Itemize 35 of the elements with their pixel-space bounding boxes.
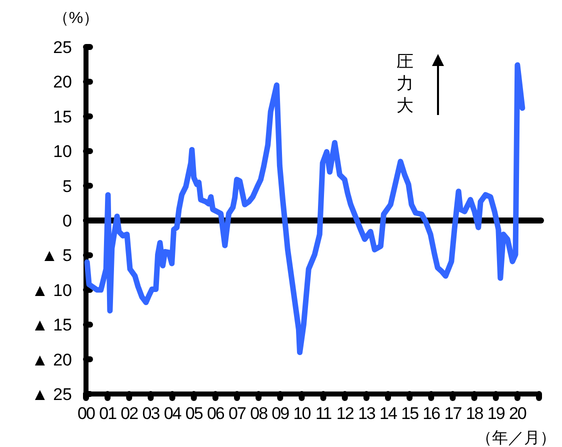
x-axis-title: （年／月） bbox=[476, 430, 556, 447]
y-tick-label: ▲ 20 bbox=[32, 350, 72, 370]
y-tick-label: ▲ 25 bbox=[32, 385, 72, 404]
x-tick-label: 06 bbox=[206, 404, 224, 423]
x-tick-label: 09 bbox=[272, 404, 290, 423]
y-tick-label: 0 bbox=[62, 212, 72, 230]
x-tick-label: 13 bbox=[358, 404, 376, 423]
x-tick-label: 08 bbox=[250, 404, 268, 423]
y-tick-label: ▲ 15 bbox=[32, 316, 72, 335]
x-tick-label: 10 bbox=[293, 404, 311, 423]
y-axis-title: （%） bbox=[52, 10, 100, 27]
y-tick-label: 10 bbox=[53, 142, 72, 162]
y-tick-label: 5 bbox=[62, 176, 72, 196]
x-tick-label: 02 bbox=[120, 404, 138, 423]
x-tick-label: 04 bbox=[164, 404, 182, 423]
annotation: 圧力大 bbox=[396, 52, 414, 115]
x-tick-label: 07 bbox=[228, 404, 246, 423]
x-tick-label: 03 bbox=[142, 404, 160, 423]
x-tick-label: 20 bbox=[508, 404, 526, 423]
y-tick-label: ▲ 10 bbox=[32, 280, 72, 300]
x-tick-label: 05 bbox=[185, 404, 203, 423]
x-tick-label: 12 bbox=[336, 404, 354, 423]
x-tick-label: 16 bbox=[422, 404, 440, 423]
y-tick-label: 15 bbox=[53, 107, 72, 126]
y-tick-label: 25 bbox=[53, 38, 72, 57]
y-tick-label: 20 bbox=[53, 72, 72, 92]
x-tick-label: 11 bbox=[315, 404, 332, 423]
y-tick-label: ▲ 5 bbox=[40, 246, 72, 266]
x-tick-label: 00 bbox=[78, 404, 95, 423]
x-tick-label: 01 bbox=[99, 404, 117, 423]
x-tick-label: 17 bbox=[444, 404, 462, 423]
x-tick-label: 15 bbox=[401, 404, 419, 423]
x-tick-label: 19 bbox=[487, 404, 505, 423]
x-tick-label: 14 bbox=[380, 404, 397, 423]
x-tick-label: 18 bbox=[466, 404, 484, 423]
